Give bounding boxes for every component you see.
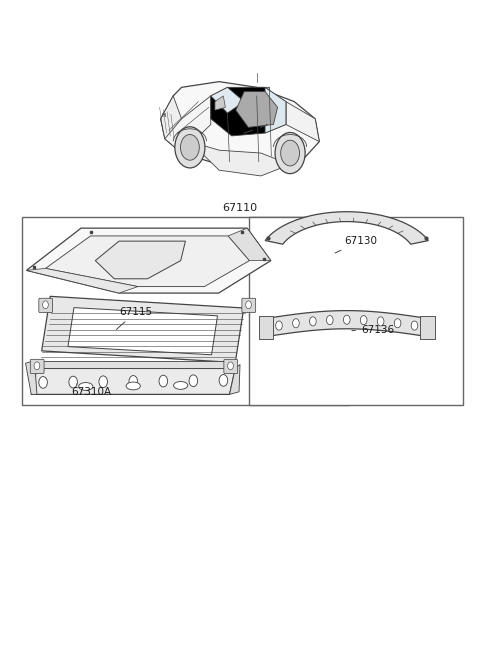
Polygon shape [211,87,244,113]
Circle shape [343,315,350,324]
Polygon shape [25,361,37,394]
Polygon shape [68,308,217,355]
Circle shape [39,377,48,388]
Circle shape [281,140,300,166]
Circle shape [246,301,252,309]
Polygon shape [161,96,181,139]
Polygon shape [215,96,226,110]
Circle shape [275,132,305,174]
Polygon shape [286,102,319,141]
Circle shape [228,362,233,369]
FancyBboxPatch shape [242,298,256,312]
Circle shape [43,301,48,309]
Polygon shape [211,87,286,136]
Circle shape [293,319,299,328]
Ellipse shape [126,382,140,390]
Text: 67136: 67136 [352,325,394,335]
Circle shape [394,319,401,328]
Polygon shape [190,141,290,176]
Text: 67310A: 67310A [72,384,112,397]
FancyBboxPatch shape [250,217,463,405]
Circle shape [175,127,205,168]
Circle shape [219,375,228,386]
Circle shape [377,317,384,326]
FancyBboxPatch shape [30,360,44,373]
Text: H: H [162,113,166,119]
Circle shape [69,376,77,388]
Circle shape [310,317,316,326]
Polygon shape [420,316,434,339]
FancyBboxPatch shape [22,217,349,405]
Polygon shape [265,212,428,244]
Polygon shape [26,269,138,293]
Polygon shape [161,82,319,170]
Polygon shape [165,96,211,153]
Polygon shape [46,236,250,287]
Circle shape [411,321,418,330]
Polygon shape [259,316,273,339]
Polygon shape [31,368,235,394]
Circle shape [189,375,198,386]
Circle shape [99,376,108,388]
FancyBboxPatch shape [39,298,53,312]
Polygon shape [252,87,269,102]
Text: 67130: 67130 [335,236,377,253]
Circle shape [326,316,333,325]
Circle shape [180,134,199,160]
Text: 67110: 67110 [222,203,258,213]
Polygon shape [266,310,427,337]
Ellipse shape [79,383,93,390]
Circle shape [360,316,367,325]
Polygon shape [265,87,286,133]
Text: 67115: 67115 [116,307,152,329]
Polygon shape [96,241,185,279]
FancyBboxPatch shape [224,360,238,373]
Ellipse shape [174,381,188,389]
Polygon shape [31,361,235,368]
Circle shape [34,362,40,369]
Circle shape [129,375,138,387]
Polygon shape [229,365,240,394]
Polygon shape [228,87,252,113]
Polygon shape [26,228,271,293]
Circle shape [276,321,282,330]
Polygon shape [236,92,277,127]
Circle shape [159,375,168,387]
Polygon shape [228,228,271,261]
Polygon shape [42,296,244,363]
